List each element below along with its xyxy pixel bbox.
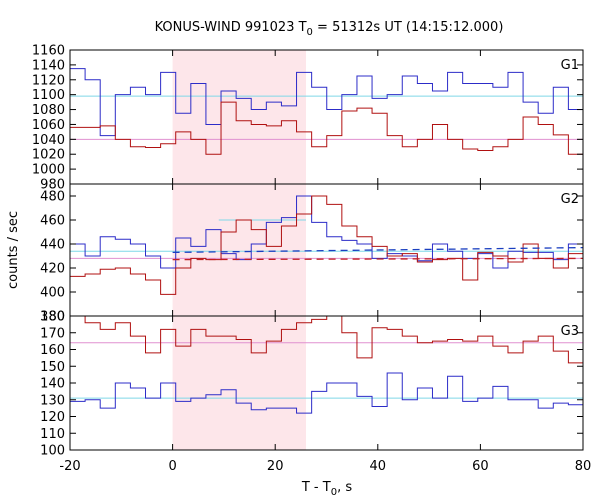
x-tick-label: 80	[575, 459, 592, 474]
y-tick-label: 1140	[32, 58, 65, 73]
y-tick-label: 460	[40, 214, 65, 229]
x-tick-label: 20	[267, 459, 284, 474]
y-tick-label: 140	[40, 377, 65, 392]
chart-title: KONUS-WIND 991023 T0 = 51312s UT (14:15:…	[155, 20, 504, 38]
y-tick-label: 1100	[32, 88, 65, 103]
y-tick-label: 440	[40, 238, 65, 253]
x-axis-label: T - T0, s	[301, 480, 352, 498]
y-tick-label: 980	[40, 178, 65, 193]
y-axis-label: counts / sec	[6, 211, 21, 289]
y-tick-label: 380	[40, 310, 65, 325]
x-tick-label: 0	[168, 459, 176, 474]
series-blue-step	[70, 372, 584, 425]
x-tick-label: -20	[59, 459, 80, 474]
series-red-step	[70, 101, 584, 168]
y-tick-label: 1160	[32, 44, 65, 59]
y-tick-label: 130	[40, 393, 65, 408]
series-blue-step	[70, 195, 584, 269]
dashed-dashed_blue	[172, 246, 584, 254]
y-tick-label: 480	[40, 190, 65, 205]
series-red-step	[70, 195, 584, 295]
y-tick-label: 1120	[32, 73, 65, 88]
y-tick-label: 400	[40, 286, 65, 301]
y-tick-label: 1000	[32, 163, 65, 178]
y-tick-label: 180	[40, 310, 65, 325]
y-tick-label: 100	[40, 444, 65, 459]
y-tick-label: 160	[40, 343, 65, 358]
y-tick-label: 120	[40, 410, 65, 425]
y-tick-label: 1040	[32, 133, 65, 148]
shaded-interval	[172, 316, 306, 450]
panel-label: G2	[561, 192, 579, 207]
series-blue-step	[70, 64, 584, 137]
panel-label: G3	[561, 324, 579, 339]
series-red-step	[70, 315, 584, 364]
shaded-interval	[172, 50, 306, 184]
y-tick-label: 150	[40, 360, 65, 375]
y-tick-label: 1020	[32, 148, 65, 163]
y-tick-label: 1060	[32, 118, 65, 133]
shaded-interval	[172, 184, 306, 316]
y-tick-label: 110	[40, 427, 65, 442]
y-tick-label: 420	[40, 262, 65, 277]
x-tick-label: 40	[370, 459, 387, 474]
plot-layer: 980100010201040106010801100112011401160G…	[32, 44, 591, 475]
y-tick-label: 1080	[32, 103, 65, 118]
y-tick-label: 170	[40, 326, 65, 341]
x-tick-label: 60	[472, 459, 489, 474]
panel-g2: 380 400 420 440 460 480 G2	[40, 183, 584, 325]
panel-frame	[69, 49, 584, 185]
panel-label: G1	[561, 58, 579, 73]
dashed-dashed_red	[172, 257, 584, 261]
